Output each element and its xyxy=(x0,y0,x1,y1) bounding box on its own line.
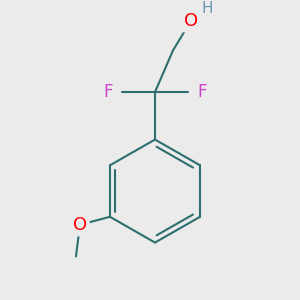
Text: H: H xyxy=(201,1,213,16)
Text: O: O xyxy=(184,12,198,30)
Text: O: O xyxy=(73,216,87,234)
Text: F: F xyxy=(103,83,113,101)
Text: F: F xyxy=(197,83,206,101)
